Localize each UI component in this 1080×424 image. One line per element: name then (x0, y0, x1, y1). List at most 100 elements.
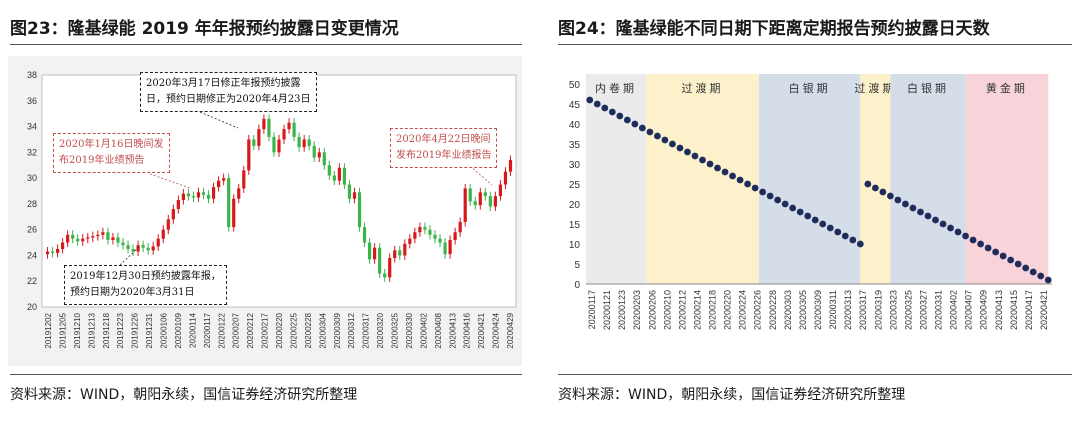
y-tick-label: 34 (27, 122, 37, 132)
candle (76, 234, 80, 246)
data-point (856, 240, 864, 248)
annotation-annual-report: 2020年4月22日晚间 发布2019年业绩报告 (390, 128, 498, 168)
candle (342, 163, 347, 190)
candle-body (413, 232, 417, 239)
candle-body (66, 234, 70, 243)
x-tick-label: 20200415 (1009, 290, 1019, 330)
x-tick-label: 20200309 (813, 290, 823, 330)
data-point (947, 224, 954, 232)
x-tick-label: 20191218 (102, 312, 111, 348)
data-point (984, 244, 992, 252)
candle-body (312, 145, 316, 158)
period-band-label: 黄金期 (986, 81, 1028, 95)
x-tick-label: 20200408 (434, 312, 443, 348)
candle (443, 238, 447, 259)
candle (423, 222, 427, 235)
candle (317, 147, 321, 162)
annotation-line: 日，预约日期修正为2020年4月23日 (146, 94, 311, 105)
candle-body (222, 178, 226, 181)
candle-body (96, 234, 100, 237)
candle (428, 225, 432, 240)
x-tick-label: 20191202 (44, 312, 53, 348)
candle (307, 134, 311, 151)
candle-body (332, 175, 336, 181)
data-point (691, 152, 699, 160)
x-tick-label: 20200330 (405, 312, 414, 348)
candle-body (106, 232, 110, 240)
candle (50, 247, 55, 258)
candle (201, 187, 206, 200)
x-tick-label: 20191226 (131, 312, 140, 348)
candle (267, 114, 271, 142)
data-point (699, 156, 706, 164)
y-tick-label: 26 (27, 225, 37, 235)
data-point (766, 192, 774, 200)
left-figure-panel: 图23：隆基绿能 2019 年年报预约披露日变更情况 20 22 24 26 28 30 3… (0, 0, 530, 424)
x-tick-label: 20200305 (798, 290, 808, 330)
annotation-line: 2020年3月17日修正年报预约披露 (146, 78, 301, 89)
y-tick-label: 38 (27, 70, 37, 80)
candle (367, 238, 372, 264)
candle-body (473, 201, 477, 206)
data-point (939, 220, 947, 228)
annotation-pointer (199, 111, 239, 129)
x-tick-label: 20200212 (246, 312, 255, 348)
candle (347, 180, 352, 204)
data-point (954, 228, 962, 236)
y-tick-label: 45 (569, 100, 581, 111)
candle (463, 183, 467, 227)
candle (66, 230, 70, 248)
x-tick-label: 20200121 (602, 290, 612, 330)
x-tick-label: 20200409 (979, 290, 989, 330)
x-tick-label: 20200210 (662, 290, 672, 330)
data-point (714, 164, 721, 172)
candle-body (206, 194, 211, 199)
data-point (751, 184, 759, 192)
x-tick-label: 20200407 (964, 290, 974, 330)
left-figure-source: 资料来源：WIND，朝阳永续，国信证券经济研究所整理 (10, 387, 358, 403)
candle-body (126, 245, 130, 249)
candle-body (478, 192, 482, 206)
candle-body (508, 160, 513, 172)
candle (503, 167, 508, 190)
candle (156, 234, 160, 251)
candle-body (91, 236, 95, 238)
data-point (676, 144, 684, 152)
candle (297, 132, 301, 152)
y-tick-label: 20 (27, 302, 37, 312)
y-tick-label: 10 (569, 240, 581, 251)
y-tick-label: 36 (27, 96, 37, 106)
annotation-line: 布2019年业绩预告 (59, 155, 145, 166)
candle (438, 234, 442, 248)
data-point (999, 252, 1007, 260)
candle (478, 187, 482, 210)
candle-body (498, 184, 503, 197)
candle (252, 134, 256, 151)
candle-body (227, 178, 231, 228)
candle (498, 180, 503, 201)
candle (141, 240, 145, 253)
y-tick-label: 35 (569, 140, 581, 151)
candle-body (423, 227, 427, 230)
candle-body (232, 198, 236, 228)
candle-body (50, 251, 55, 253)
candle-body (433, 234, 437, 239)
candle-body (76, 238, 80, 242)
candle (383, 268, 387, 282)
annotation-preannouncement: 2020年1月16日晚间发 布2019年业绩预告 (53, 133, 170, 173)
x-tick-label: 20191210 (73, 312, 82, 348)
x-tick-label: 20200214 (692, 290, 702, 330)
x-tick-label: 20200325 (903, 290, 913, 330)
x-tick-label: 20200421 (1039, 290, 1049, 330)
x-tick-label: 20200207 (232, 312, 241, 348)
candle (227, 173, 231, 232)
data-point (804, 212, 812, 220)
x-tick-label: 20200228 (304, 312, 313, 348)
x-tick-label: 20200203 (632, 290, 642, 330)
y-tick-label: 24 (27, 250, 37, 260)
x-tick-label: 20200122 (217, 312, 226, 348)
data-point (811, 216, 819, 224)
data-point (871, 184, 879, 192)
data-point (841, 232, 849, 240)
period-band-label: 内卷期 (595, 81, 637, 95)
